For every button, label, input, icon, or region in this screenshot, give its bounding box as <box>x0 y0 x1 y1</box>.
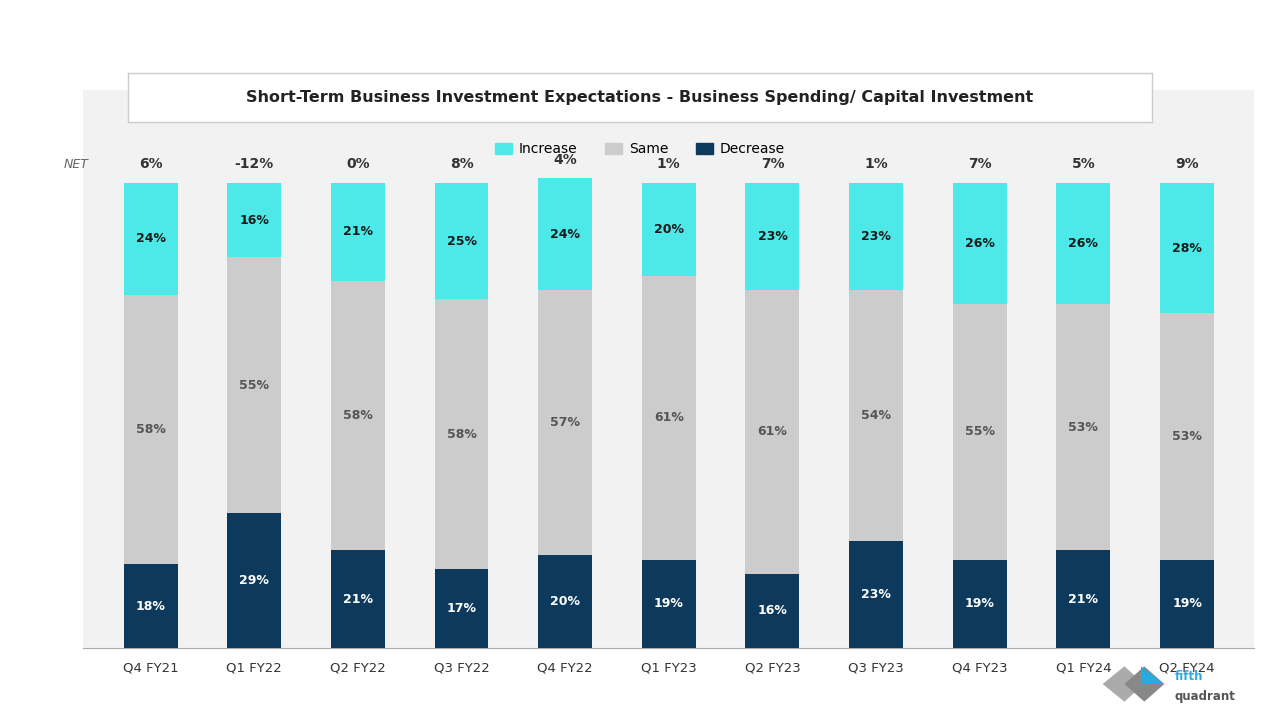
Bar <box>849 183 904 290</box>
Bar <box>332 281 385 550</box>
Text: 6%: 6% <box>138 158 163 171</box>
Text: 0%: 0% <box>346 158 370 171</box>
Bar <box>228 513 282 648</box>
Text: NET: NET <box>64 158 88 171</box>
Text: 19%: 19% <box>965 598 995 611</box>
Bar <box>641 183 696 276</box>
Text: 58%: 58% <box>447 428 476 441</box>
Text: 19%: 19% <box>654 598 684 611</box>
Text: 23%: 23% <box>861 230 891 243</box>
Text: 21%: 21% <box>1069 593 1098 606</box>
Text: Short-Term Business Investment Expectations - Business Spending/ Capital Investm: Short-Term Business Investment Expectati… <box>246 91 1034 105</box>
Text: 16%: 16% <box>239 214 269 227</box>
Text: 1%: 1% <box>657 158 681 171</box>
Bar <box>1056 183 1110 304</box>
Text: fifth: fifth <box>1174 670 1203 683</box>
Bar <box>952 304 1006 559</box>
Text: 21%: 21% <box>343 593 372 606</box>
Text: 55%: 55% <box>965 426 995 438</box>
Text: 26%: 26% <box>1069 237 1098 250</box>
Text: 19%: 19% <box>1172 598 1202 611</box>
Bar <box>538 555 593 648</box>
Text: quadrant: quadrant <box>1174 690 1235 703</box>
Bar <box>228 257 282 513</box>
Bar <box>745 574 800 648</box>
Text: 53%: 53% <box>1069 420 1098 433</box>
Text: 4%: 4% <box>553 153 577 167</box>
Text: 26%: 26% <box>965 237 995 250</box>
Bar <box>1160 183 1213 313</box>
Text: Business Outlook 2024 | Business Spending/ Capital Investment: Business Outlook 2024 | Business Spendin… <box>15 24 691 44</box>
Polygon shape <box>1103 667 1144 701</box>
Polygon shape <box>1140 667 1165 684</box>
Bar <box>538 290 593 555</box>
Bar <box>849 541 904 648</box>
Bar <box>124 294 178 564</box>
Bar <box>124 183 178 294</box>
Text: 24%: 24% <box>136 233 165 246</box>
Bar <box>538 179 593 290</box>
Text: 58%: 58% <box>343 409 372 422</box>
Text: 20%: 20% <box>654 223 684 236</box>
Bar <box>1160 313 1213 559</box>
Bar <box>641 559 696 648</box>
Bar <box>745 290 800 574</box>
Bar <box>952 559 1006 648</box>
Text: 24%: 24% <box>550 228 580 240</box>
Text: 17%: 17% <box>447 602 476 615</box>
Bar <box>1056 550 1110 648</box>
Bar <box>435 569 489 648</box>
Text: 7%: 7% <box>760 158 785 171</box>
Text: 54%: 54% <box>861 409 891 422</box>
Text: 61%: 61% <box>654 411 684 424</box>
Text: 21%: 21% <box>343 225 372 238</box>
Bar <box>435 300 489 569</box>
Polygon shape <box>1124 667 1165 701</box>
Text: 23%: 23% <box>758 230 787 243</box>
Text: 9%: 9% <box>1175 158 1199 171</box>
Bar <box>332 550 385 648</box>
Text: 23%: 23% <box>861 588 891 601</box>
Text: 16%: 16% <box>758 604 787 617</box>
Text: 55%: 55% <box>239 379 269 392</box>
Text: 20%: 20% <box>550 595 580 608</box>
Bar <box>124 564 178 648</box>
Bar <box>745 183 800 290</box>
Bar <box>228 183 282 257</box>
Bar <box>952 183 1006 304</box>
Bar <box>849 290 904 541</box>
Text: 7%: 7% <box>968 158 992 171</box>
Text: 58%: 58% <box>136 423 165 436</box>
Bar <box>1160 559 1213 648</box>
Bar <box>641 276 696 559</box>
Legend: Increase, Same, Decrease: Increase, Same, Decrease <box>490 137 790 162</box>
Text: 53%: 53% <box>1172 430 1202 443</box>
Text: -12%: -12% <box>234 158 274 171</box>
Text: 61%: 61% <box>758 426 787 438</box>
Text: 18%: 18% <box>136 600 165 613</box>
Text: 28%: 28% <box>1172 242 1202 255</box>
Bar <box>1056 304 1110 550</box>
Text: 57%: 57% <box>550 416 580 429</box>
Text: 1%: 1% <box>864 158 888 171</box>
Bar <box>435 183 489 300</box>
Text: 29%: 29% <box>239 574 269 587</box>
Text: 8%: 8% <box>449 158 474 171</box>
Text: 5%: 5% <box>1071 158 1096 171</box>
Text: 25%: 25% <box>447 235 476 248</box>
Bar <box>332 183 385 281</box>
